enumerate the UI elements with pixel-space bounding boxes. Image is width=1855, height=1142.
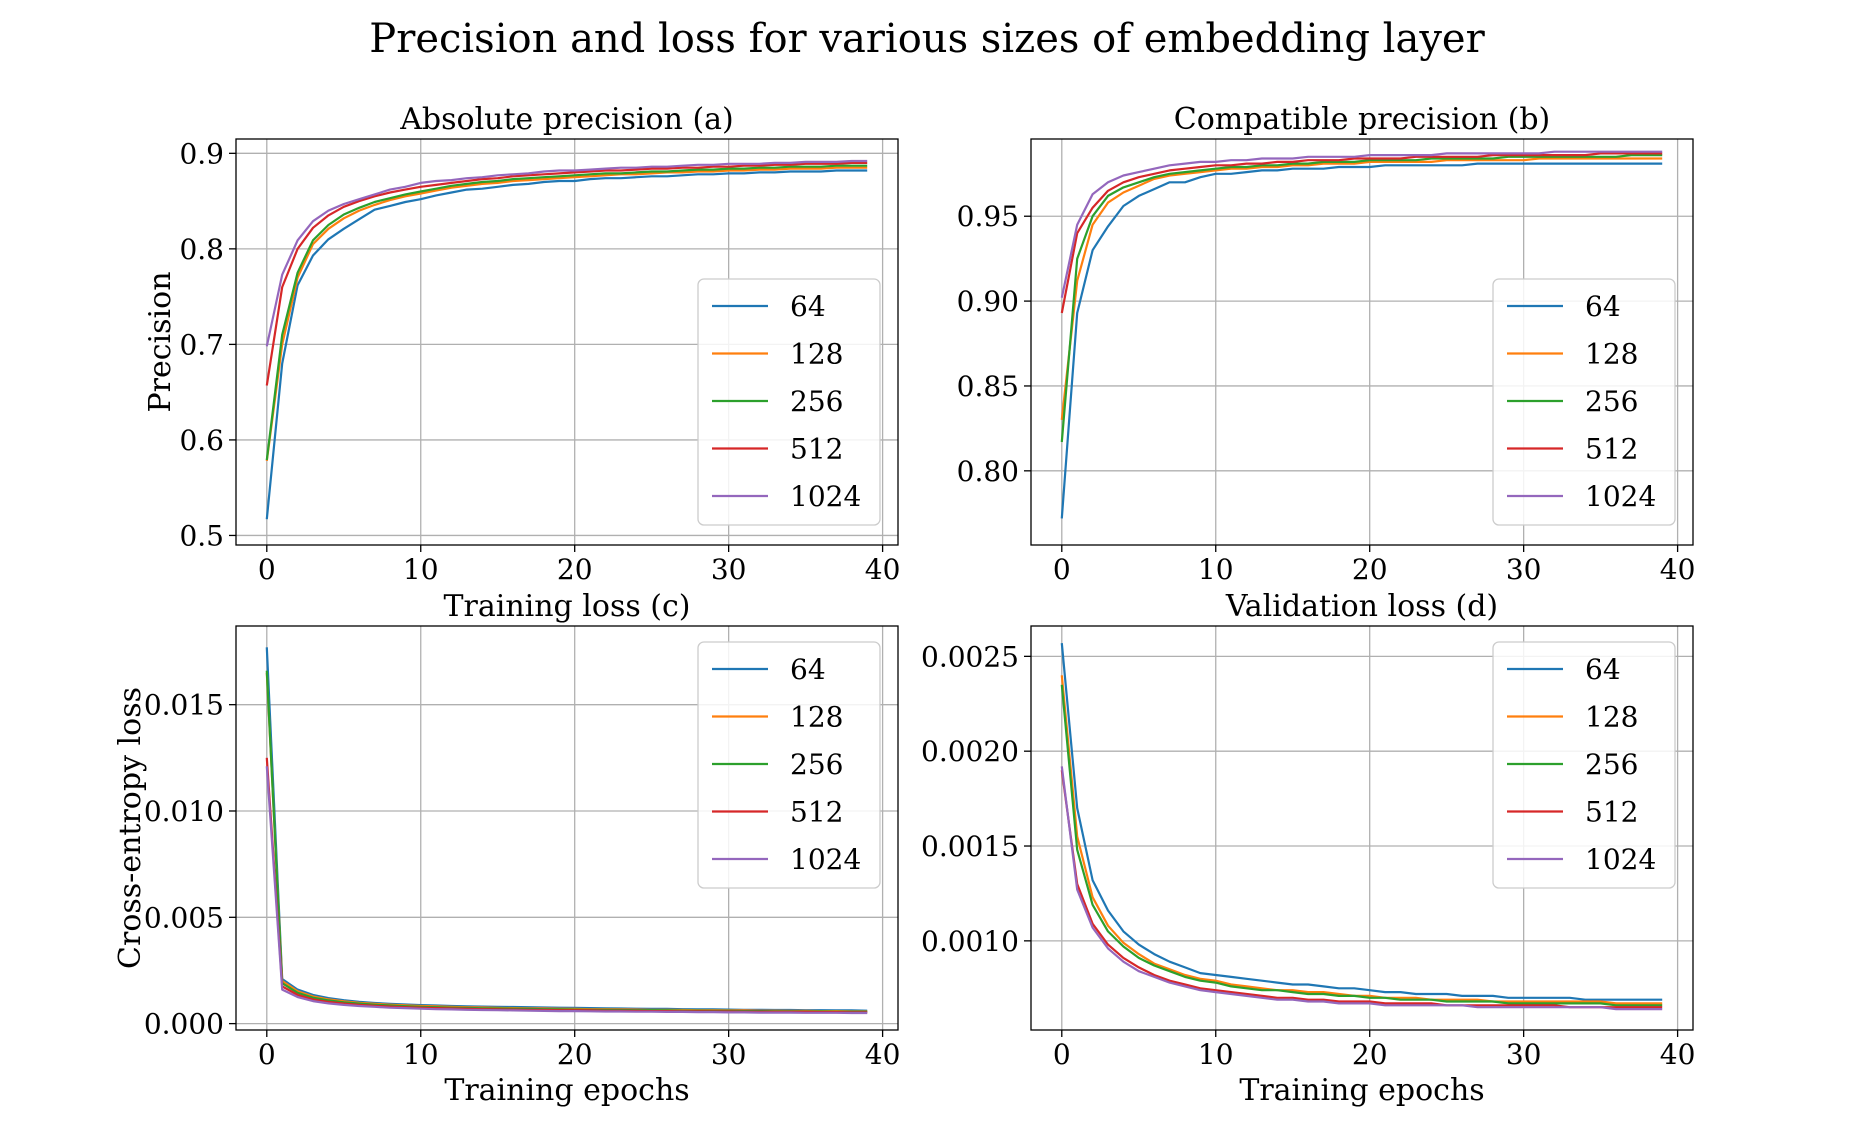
series-line-256 [1060,684,1663,1007]
legend: 64 128 256 512 1024 [697,641,881,889]
y-tick-label: 0.80 [957,455,1019,488]
figure-title: Precision and loss for various sizes of … [369,16,1485,62]
series-line-1024 [1060,150,1663,298]
x-tick-label: 0 [258,553,276,586]
legend: 64 128 256 512 1024 [1492,641,1676,889]
legend-label-256: 256 [790,748,843,781]
x-tick-label: 40 [865,553,901,586]
y-tick-label: 0.9 [179,137,224,170]
series-line-128 [265,166,868,462]
x-tick-label: 20 [1352,1038,1388,1071]
y-tick-label: 0.0020 [921,735,1019,768]
series-line-64 [265,169,868,520]
legend-box [697,278,881,526]
x-tick-label: 30 [1506,553,1542,586]
y-tick-label: 0.000 [144,1008,224,1041]
y-tick-label: 0.95 [957,200,1019,233]
y-tick-label: 0.0015 [921,830,1019,863]
x-tick-label: 10 [1198,553,1234,586]
axes-frame [235,138,899,546]
y-tick-label: 0.0010 [921,925,1019,958]
x-tick-label: 0 [258,1038,276,1071]
legend-box [697,641,881,889]
legend-label-512: 512 [1585,433,1638,466]
legend-label-128: 128 [1585,701,1638,734]
subplot-training-loss: 0 10 20 30 40 0.000 0.005 0.010 0.015 Training lo… [113,589,900,1108]
x-tick-label: 30 [1506,1038,1542,1071]
series-line-1024 [1060,766,1663,1011]
series-line-256 [265,164,868,461]
series-line-512 [265,161,868,386]
legend: 64 128 256 512 1024 [1492,278,1676,526]
x-tick-label: 40 [865,1038,901,1071]
series-line-64 [1060,642,1663,1001]
legend-label-512: 512 [1585,796,1638,829]
y-tick-label: 0.5 [179,519,224,552]
legend-label-256: 256 [1585,748,1638,781]
legend: 64 128 256 512 1024 [697,278,881,526]
axes-frame [235,625,899,1031]
legend-label-64: 64 [1585,290,1621,323]
x-tick-label: 20 [557,1038,593,1071]
x-axis-label: Training epochs [444,1073,689,1108]
y-tick-label: 0.6 [179,424,224,457]
subplot-absolute-precision: 0 10 20 30 40 0.5 0.6 0.7 0.8 0.9 Absolute precisi… [143,102,900,586]
subplot-title: Validation loss (d) [1225,589,1498,624]
legend-box [1492,278,1676,526]
x-tick-label: 10 [403,1038,439,1071]
y-tick-label: 0.005 [144,901,224,934]
series-line-1024 [265,159,868,347]
series-line-64 [1060,162,1663,519]
x-tick-label: 10 [1198,1038,1234,1071]
legend-box [1492,641,1676,889]
x-tick-label: 30 [711,553,747,586]
y-tick-label: 0.7 [179,328,224,361]
x-tick-label: 20 [1352,553,1388,586]
legend-label-512: 512 [790,433,843,466]
y-tick-label: 0.0025 [921,640,1019,673]
y-tick-label: 0.015 [144,689,224,722]
legend-label-64: 64 [1585,653,1621,686]
y-tick-label: 0.90 [957,285,1019,318]
legend-label-128: 128 [790,701,843,734]
legend-label-1024: 1024 [790,480,861,513]
y-tick-label: 0.8 [179,233,224,266]
y-tick-label: 0.85 [957,370,1019,403]
legend-label-128: 128 [1585,338,1638,371]
series-line-1024 [265,766,868,1015]
legend-label-256: 256 [1585,385,1638,418]
x-tick-label: 0 [1053,1038,1071,1071]
x-tick-label: 20 [557,553,593,586]
legend-label-128: 128 [790,338,843,371]
x-tick-label: 10 [403,553,439,586]
series-line-256 [1060,154,1663,443]
x-tick-label: 40 [1660,553,1696,586]
subplot-title: Absolute precision (a) [399,102,734,137]
legend-label-1024: 1024 [1585,843,1656,876]
y-tick-label: 0.010 [144,795,224,828]
axes-frame [1030,138,1694,546]
subplot-compatible-precision: 0 10 20 30 40 0.80 0.85 0.90 0.95 Compatible prec… [957,102,1696,586]
x-tick-label: 30 [711,1038,747,1071]
subplot-title: Compatible precision (b) [1174,102,1551,137]
legend-label-1024: 1024 [1585,480,1656,513]
legend-label-64: 64 [790,653,826,686]
y-axis-label: Cross-entropy loss [113,687,148,969]
axes-frame [1030,625,1694,1031]
series-line-512 [1060,152,1663,314]
legend-label-1024: 1024 [790,843,861,876]
x-tick-label: 40 [1660,1038,1696,1071]
subplot-title: Training loss (c) [443,589,690,624]
y-axis-label: Precision [143,271,178,412]
x-tick-label: 0 [1053,553,1071,586]
legend-label-256: 256 [790,385,843,418]
x-axis-label: Training epochs [1239,1073,1484,1108]
legend-label-64: 64 [790,290,826,323]
series-line-128 [1060,157,1663,421]
subplot-validation-loss: 0 10 20 30 40 0.0010 0.0015 0.0020 0.0025 Validat… [921,589,1695,1108]
legend-label-512: 512 [790,796,843,829]
